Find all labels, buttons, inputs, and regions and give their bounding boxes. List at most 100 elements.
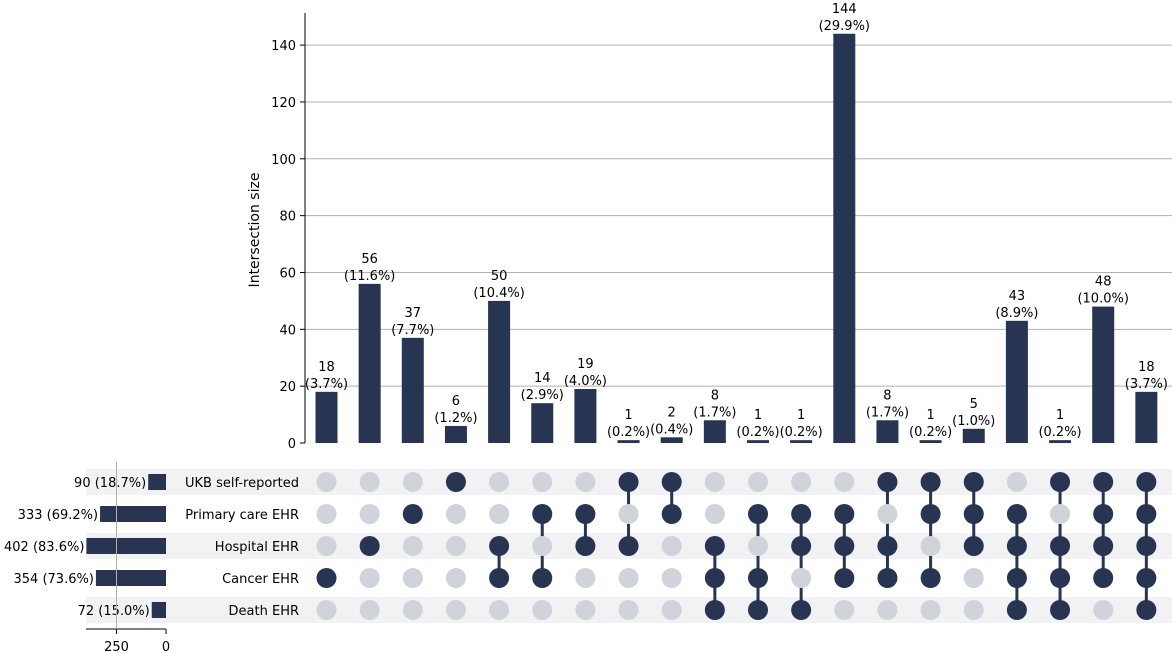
matrix-dot-active (359, 536, 380, 556)
matrix-dot-active (1050, 600, 1071, 620)
bar-percent-label: (3.7%) (305, 377, 348, 392)
intersection-bar (358, 283, 381, 443)
set-size-label: 354 (73.6%) (14, 572, 94, 587)
bar-percent-label: (3.7%) (1125, 377, 1168, 392)
matrix-dot-inactive (834, 472, 855, 492)
matrix-dot-inactive (1093, 600, 1114, 620)
set-size-bar (100, 506, 166, 522)
y-tick-label: 40 (279, 323, 296, 338)
matrix-dot-active (532, 568, 553, 588)
bar-percent-label: (0.2%) (736, 425, 779, 440)
bar-count-label: 8 (883, 388, 891, 403)
bar-percent-label: (10.0%) (1077, 292, 1128, 307)
bar-percent-label: (1.0%) (952, 414, 995, 429)
matrix-dot-inactive (445, 536, 466, 556)
y-tick-label: 80 (279, 210, 296, 225)
matrix-dot-active (618, 536, 639, 556)
matrix-dot-inactive (575, 472, 596, 492)
matrix-dot-active (834, 568, 855, 588)
matrix-dot-active (445, 472, 466, 492)
matrix-dot-inactive (704, 504, 725, 524)
intersection-bar (617, 440, 640, 443)
matrix-dot-inactive (575, 600, 596, 620)
matrix-dot-inactive (618, 568, 639, 588)
intersection-bar (833, 33, 856, 443)
matrix-dot-active (1093, 536, 1114, 556)
set-size-label: 72 (15.0%) (78, 604, 150, 619)
matrix-dot-inactive (402, 536, 423, 556)
matrix-dot-active (791, 536, 812, 556)
set-size-bar (148, 474, 166, 490)
intersection-bar (1135, 391, 1158, 443)
matrix-dot-inactive (791, 568, 812, 588)
matrix-dot-active (1093, 472, 1114, 492)
bar-percent-label: (0.2%) (1038, 425, 1081, 440)
set-name: Death EHR (229, 604, 299, 619)
matrix-dot-inactive (661, 600, 682, 620)
intersection-bar (1005, 320, 1028, 443)
matrix-dot-inactive (1006, 472, 1027, 492)
set-name-labels: UKB self-reported Primary care EHR Hospita… (185, 476, 299, 619)
matrix-dot-active (1006, 600, 1027, 620)
matrix-dot-inactive (445, 504, 466, 524)
intersection-bar (315, 391, 338, 443)
bar-percent-label: (1.7%) (693, 405, 736, 420)
matrix-dot-inactive (834, 600, 855, 620)
bar-count-label: 18 (1138, 360, 1155, 375)
matrix-dot-inactive (445, 568, 466, 588)
intersection-bar (660, 437, 683, 443)
matrix-dot-active (791, 504, 812, 524)
matrix-dot-active (1050, 536, 1071, 556)
bar-count-label: 6 (452, 394, 460, 409)
matrix-dot-active (748, 504, 768, 524)
bar-count-label: 43 (1009, 289, 1026, 304)
bar-percent-label: (2.9%) (521, 388, 564, 403)
matrix-dot-inactive (791, 472, 812, 492)
set-size-label: 333 (69.2%) (18, 508, 98, 523)
matrix-dot-active (1093, 568, 1114, 588)
matrix-dot-active (316, 568, 337, 588)
matrix-dot-active (963, 536, 984, 556)
matrix-dot-inactive (748, 472, 768, 492)
y-tick-label: 20 (279, 380, 296, 395)
bar-count-label: 48 (1095, 275, 1112, 290)
matrix-dot-active (1006, 568, 1027, 588)
matrix-dot-inactive (532, 472, 553, 492)
set-size-tick-label: 0 (162, 640, 170, 653)
matrix-dot-inactive (359, 504, 380, 524)
matrix-dot-active (877, 568, 898, 588)
matrix-dot-active (1136, 536, 1157, 556)
matrix-dot-active (489, 568, 510, 588)
bar-count-label: 144 (832, 2, 857, 17)
y-tick-label: 120 (271, 96, 296, 111)
matrix-dot-active (704, 568, 725, 588)
set-size-tick-label: 250 (104, 640, 129, 653)
bar-count-label: 1 (797, 408, 805, 423)
matrix-dot-inactive (359, 568, 380, 588)
matrix-dot-inactive (359, 472, 380, 492)
matrix-dot-inactive (359, 600, 380, 620)
matrix-dot-active (1136, 568, 1157, 588)
matrix-dot-active (704, 600, 725, 620)
matrix-dot-active (748, 600, 768, 620)
matrix-dot-active (575, 536, 596, 556)
bar-count-label: 5 (970, 397, 978, 412)
matrix-dot-inactive (920, 600, 941, 620)
matrix-dot-active (1050, 472, 1071, 492)
bar-count-label: 19 (577, 357, 594, 372)
matrix-dot-inactive (877, 600, 898, 620)
intersection-bar (488, 300, 511, 443)
intersection-bars (315, 33, 1158, 443)
bar-count-label: 14 (534, 371, 551, 386)
matrix-dot-inactive (532, 600, 553, 620)
y-tick-label: 0 (288, 437, 296, 452)
matrix-dot-inactive (489, 472, 510, 492)
matrix-dot-active (1050, 568, 1071, 588)
matrix-dot-active (402, 504, 423, 524)
set-size-label: 402 (83.6%) (4, 540, 84, 555)
set-name: Primary care EHR (185, 508, 299, 523)
matrix-dot-inactive (489, 600, 510, 620)
set-size-bar (86, 538, 166, 554)
bar-count-label: 1 (624, 408, 632, 423)
matrix-dot-active (920, 472, 941, 492)
